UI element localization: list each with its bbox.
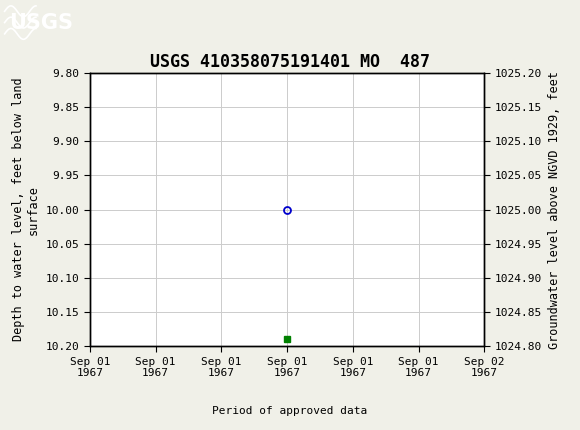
Y-axis label: Depth to water level, feet below land
surface: Depth to water level, feet below land su… [12, 78, 40, 341]
Text: USGS: USGS [9, 12, 72, 33]
Text: Period of approved data: Period of approved data [212, 405, 368, 416]
Y-axis label: Groundwater level above NGVD 1929, feet: Groundwater level above NGVD 1929, feet [548, 71, 560, 349]
Text: USGS 410358075191401 MO  487: USGS 410358075191401 MO 487 [150, 53, 430, 71]
